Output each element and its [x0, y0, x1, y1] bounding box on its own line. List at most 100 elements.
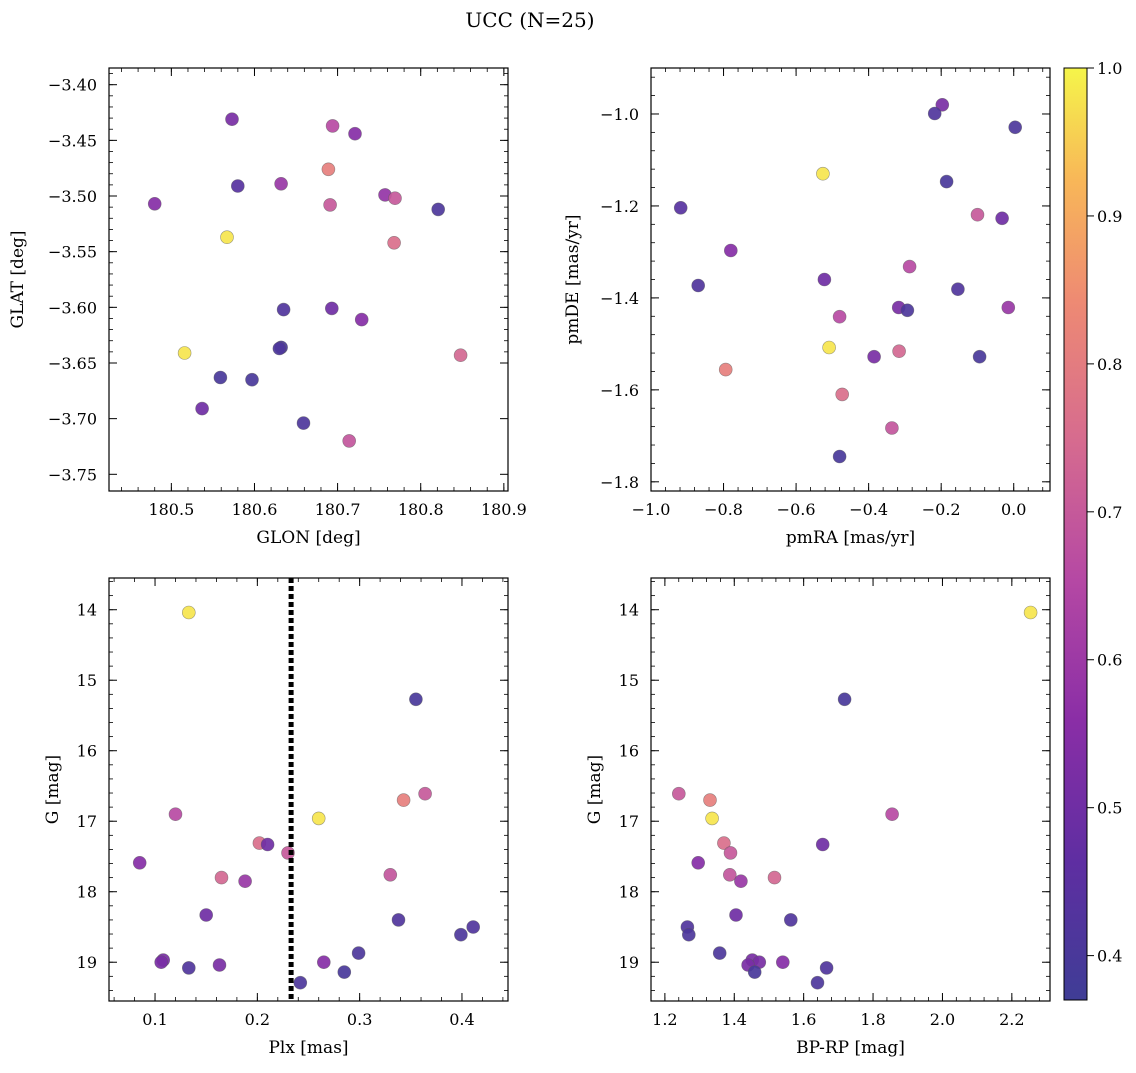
- data-point: [337, 965, 352, 979]
- data-point: [705, 811, 719, 826]
- data-point: [177, 346, 192, 360]
- y-tick-label: −3.45: [48, 131, 97, 150]
- data-point: [691, 855, 706, 870]
- data-point: [885, 807, 899, 822]
- y-tick-label: 15: [619, 671, 639, 690]
- x-tick-label: 0.2: [245, 1010, 270, 1029]
- y-tick-label: −1.8: [600, 473, 639, 492]
- panel-bprp-g: 1.2 1.4 1.6 1.8 2.0 2.2 14 15 16 17 18 19 BP-RP [mag…: [585, 577, 1051, 1058]
- data-point: [817, 272, 832, 287]
- data-point: [822, 340, 836, 355]
- colorbar-gradient: [1063, 67, 1088, 1001]
- x-tick-label: 2.2: [999, 1010, 1024, 1029]
- data-point: [835, 387, 850, 402]
- data-point: [885, 421, 899, 435]
- figure-title: UCC (N=25): [465, 8, 594, 32]
- data-point: [316, 955, 331, 970]
- x-tick-label: −0.2: [922, 500, 961, 519]
- x-tick-label: 0.0: [1001, 500, 1026, 519]
- data-point: [168, 807, 183, 822]
- y-tick-label: 17: [77, 812, 97, 831]
- colorbar-tick-label: 0.6: [1097, 651, 1122, 670]
- y-axis-label: G [mag]: [43, 755, 63, 824]
- data-point: [453, 348, 468, 363]
- y-tick-label: −3.70: [48, 410, 97, 429]
- data-point: [245, 372, 259, 387]
- data-point: [783, 913, 798, 927]
- data-point: [717, 836, 731, 850]
- data-point: [418, 786, 432, 801]
- data-point: [342, 434, 357, 448]
- x-tick-label: 0.1: [142, 1010, 167, 1029]
- data-point: [673, 201, 688, 215]
- x-tick-label: −0.4: [849, 500, 888, 519]
- y-tick-label: 14: [619, 601, 639, 620]
- data-point: [900, 303, 915, 318]
- y-tick-label: −3.65: [48, 354, 97, 373]
- data-point: [225, 112, 239, 126]
- data-point: [1023, 605, 1038, 620]
- y-axis-label: G [mag]: [585, 755, 605, 824]
- x-tick-label: 0.4: [449, 1010, 474, 1029]
- x-tick-label: −1.0: [632, 500, 671, 519]
- data-point: [260, 837, 275, 852]
- data-point: [972, 349, 987, 364]
- y-tick-label: 18: [619, 883, 639, 902]
- data-point: [231, 179, 245, 193]
- data-point: [927, 106, 942, 121]
- y-axis-label: GLAT [deg]: [8, 230, 28, 328]
- data-point: [147, 197, 162, 211]
- x-tick-label: 180.6: [232, 500, 278, 519]
- x-tick-label: 180.7: [315, 500, 361, 519]
- data-point: [722, 867, 737, 882]
- data-point: [775, 955, 790, 970]
- y-tick-label: 19: [77, 953, 97, 972]
- data-point: [691, 278, 706, 293]
- data-point: [970, 207, 985, 222]
- data-point: [935, 98, 950, 112]
- data-point: [348, 126, 362, 141]
- colorbar-tick-label: 0.9: [1097, 207, 1122, 226]
- x-axis-label: GLON [deg]: [256, 528, 360, 548]
- y-tick-label: −1.4: [600, 289, 639, 308]
- data-point: [325, 119, 340, 133]
- panel-pmra-pmde: −1.0 −0.8 −0.6 −0.4 −0.2 0.0 −1.0 −1.2 −1.4 −1.6 −…: [563, 67, 1051, 548]
- colorbar-tick-label: 0.4: [1097, 947, 1122, 966]
- data-point: [238, 874, 252, 889]
- x-tick-label: 1.8: [860, 1010, 885, 1029]
- data-point: [323, 198, 337, 212]
- colorbar-tick-label: 1.0: [1097, 59, 1122, 78]
- x-tick-label: 1.2: [652, 1010, 677, 1029]
- y-tick-label: −3.60: [48, 298, 97, 317]
- colorbar-tick-label: 0.8: [1097, 355, 1122, 374]
- x-axis-label: pmRA [mas/yr]: [786, 528, 915, 548]
- data-point: [199, 908, 213, 922]
- x-tick-label: −0.8: [704, 500, 743, 519]
- data-point: [383, 867, 398, 882]
- axes-frame: [650, 67, 1051, 492]
- data-point: [154, 955, 168, 970]
- data-point: [466, 920, 481, 934]
- data-point: [195, 401, 209, 416]
- data-point: [409, 692, 423, 707]
- data-point: [703, 793, 717, 807]
- data-point: [816, 166, 830, 181]
- axes-frame: [650, 577, 1051, 1002]
- data-point: [718, 362, 733, 377]
- y-tick-label: −1.6: [600, 381, 639, 400]
- data-point: [747, 965, 762, 979]
- data-point: [454, 927, 468, 942]
- data-point: [723, 243, 738, 258]
- data-point: [293, 975, 308, 990]
- x-tick-label: 1.4: [722, 1010, 747, 1029]
- data-point: [276, 302, 291, 317]
- data-point: [819, 961, 834, 975]
- data-point: [388, 191, 402, 205]
- y-tick-label: 14: [77, 601, 97, 620]
- data-point: [815, 837, 830, 852]
- y-tick-label: −3.55: [48, 243, 97, 262]
- data-point: [734, 874, 748, 889]
- data-point: [867, 349, 881, 364]
- data-point: [767, 870, 782, 885]
